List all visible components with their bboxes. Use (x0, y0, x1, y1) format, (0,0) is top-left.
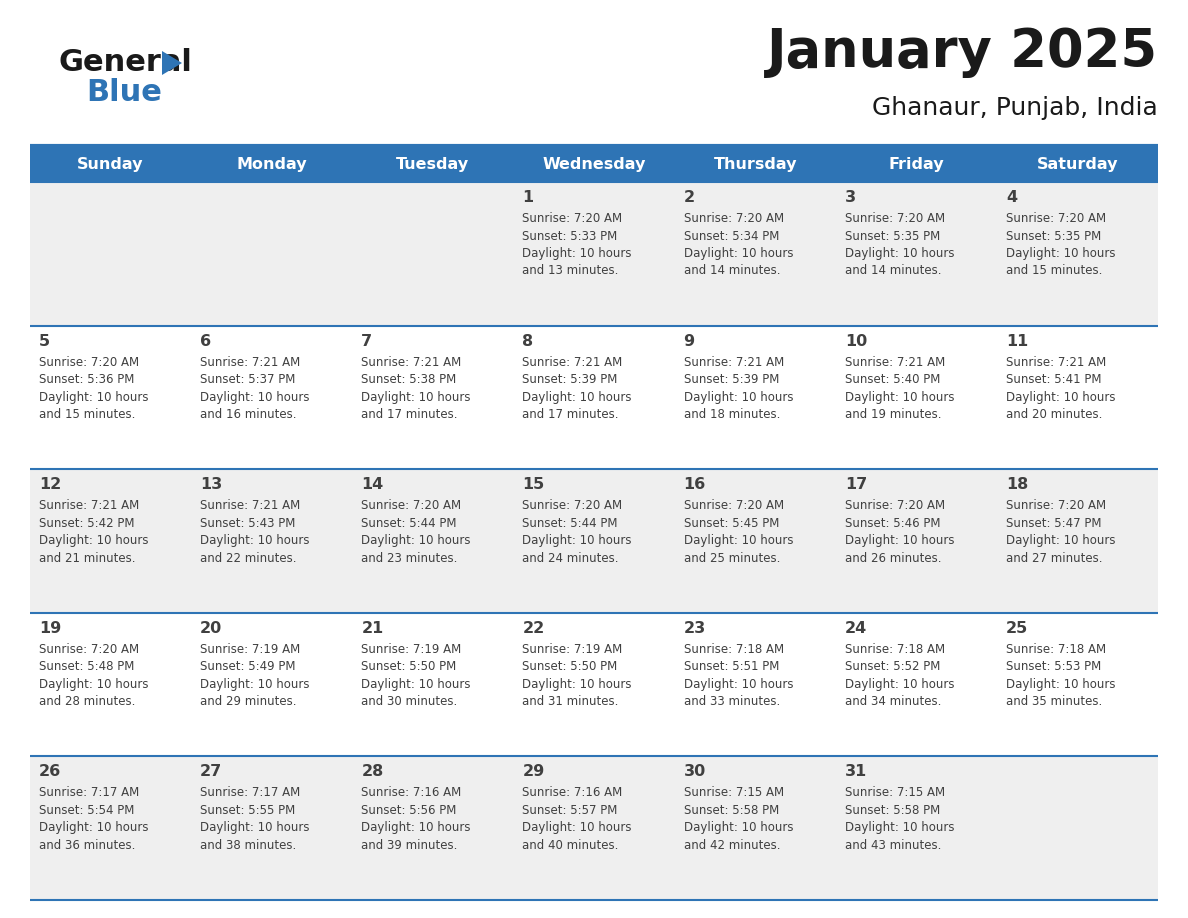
Text: 27: 27 (200, 765, 222, 779)
Text: Sunrise: 7:20 AM
Sunset: 5:45 PM
Daylight: 10 hours
and 25 minutes.: Sunrise: 7:20 AM Sunset: 5:45 PM Dayligh… (683, 499, 794, 565)
Text: 22: 22 (523, 621, 544, 636)
Text: 12: 12 (39, 477, 62, 492)
Text: 19: 19 (39, 621, 62, 636)
Text: 25: 25 (1006, 621, 1028, 636)
Text: Sunrise: 7:21 AM
Sunset: 5:40 PM
Daylight: 10 hours
and 19 minutes.: Sunrise: 7:21 AM Sunset: 5:40 PM Dayligh… (845, 355, 954, 421)
Text: Sunrise: 7:20 AM
Sunset: 5:35 PM
Daylight: 10 hours
and 14 minutes.: Sunrise: 7:20 AM Sunset: 5:35 PM Dayligh… (845, 212, 954, 277)
Bar (30, 326, 1158, 469)
Text: 20: 20 (200, 621, 222, 636)
Text: 4: 4 (1006, 190, 1017, 205)
Text: Sunrise: 7:20 AM
Sunset: 5:44 PM
Daylight: 10 hours
and 24 minutes.: Sunrise: 7:20 AM Sunset: 5:44 PM Dayligh… (523, 499, 632, 565)
Text: Ghanaur, Punjab, India: Ghanaur, Punjab, India (872, 96, 1158, 120)
Text: 17: 17 (845, 477, 867, 492)
Text: Sunrise: 7:21 AM
Sunset: 5:42 PM
Daylight: 10 hours
and 21 minutes.: Sunrise: 7:21 AM Sunset: 5:42 PM Dayligh… (39, 499, 148, 565)
Text: 18: 18 (1006, 477, 1028, 492)
Text: Thursday: Thursday (713, 158, 797, 173)
Text: Sunrise: 7:21 AM
Sunset: 5:41 PM
Daylight: 10 hours
and 20 minutes.: Sunrise: 7:21 AM Sunset: 5:41 PM Dayligh… (1006, 355, 1116, 421)
Text: Sunrise: 7:21 AM
Sunset: 5:37 PM
Daylight: 10 hours
and 16 minutes.: Sunrise: 7:21 AM Sunset: 5:37 PM Dayligh… (200, 355, 310, 421)
Bar (30, 469, 1158, 613)
Text: Sunrise: 7:20 AM
Sunset: 5:44 PM
Daylight: 10 hours
and 23 minutes.: Sunrise: 7:20 AM Sunset: 5:44 PM Dayligh… (361, 499, 470, 565)
Text: Sunrise: 7:17 AM
Sunset: 5:54 PM
Daylight: 10 hours
and 36 minutes.: Sunrise: 7:17 AM Sunset: 5:54 PM Dayligh… (39, 787, 148, 852)
Text: 7: 7 (361, 333, 372, 349)
Text: 2: 2 (683, 190, 695, 205)
Text: 11: 11 (1006, 333, 1028, 349)
Text: Blue: Blue (86, 78, 162, 107)
Text: Sunrise: 7:19 AM
Sunset: 5:49 PM
Daylight: 10 hours
and 29 minutes.: Sunrise: 7:19 AM Sunset: 5:49 PM Dayligh… (200, 643, 310, 709)
Text: Friday: Friday (889, 158, 944, 173)
Text: Monday: Monday (236, 158, 307, 173)
Text: 15: 15 (523, 477, 544, 492)
Text: Sunrise: 7:16 AM
Sunset: 5:56 PM
Daylight: 10 hours
and 39 minutes.: Sunrise: 7:16 AM Sunset: 5:56 PM Dayligh… (361, 787, 470, 852)
Text: Sunday: Sunday (77, 158, 144, 173)
Text: Sunrise: 7:16 AM
Sunset: 5:57 PM
Daylight: 10 hours
and 40 minutes.: Sunrise: 7:16 AM Sunset: 5:57 PM Dayligh… (523, 787, 632, 852)
Text: 3: 3 (845, 190, 855, 205)
Text: General: General (58, 48, 192, 77)
Text: Sunrise: 7:20 AM
Sunset: 5:48 PM
Daylight: 10 hours
and 28 minutes.: Sunrise: 7:20 AM Sunset: 5:48 PM Dayligh… (39, 643, 148, 709)
Text: Sunrise: 7:15 AM
Sunset: 5:58 PM
Daylight: 10 hours
and 42 minutes.: Sunrise: 7:15 AM Sunset: 5:58 PM Dayligh… (683, 787, 794, 852)
Text: Sunrise: 7:20 AM
Sunset: 5:34 PM
Daylight: 10 hours
and 14 minutes.: Sunrise: 7:20 AM Sunset: 5:34 PM Dayligh… (683, 212, 794, 277)
Text: 24: 24 (845, 621, 867, 636)
Bar (30, 148, 1158, 182)
Bar (30, 613, 1158, 756)
Text: January 2025: January 2025 (767, 26, 1158, 78)
Text: Sunrise: 7:17 AM
Sunset: 5:55 PM
Daylight: 10 hours
and 38 minutes.: Sunrise: 7:17 AM Sunset: 5:55 PM Dayligh… (200, 787, 310, 852)
Text: Sunrise: 7:21 AM
Sunset: 5:39 PM
Daylight: 10 hours
and 17 minutes.: Sunrise: 7:21 AM Sunset: 5:39 PM Dayligh… (523, 355, 632, 421)
Text: 13: 13 (200, 477, 222, 492)
Text: 9: 9 (683, 333, 695, 349)
Text: 16: 16 (683, 477, 706, 492)
Polygon shape (162, 51, 182, 75)
Text: Sunrise: 7:21 AM
Sunset: 5:39 PM
Daylight: 10 hours
and 18 minutes.: Sunrise: 7:21 AM Sunset: 5:39 PM Dayligh… (683, 355, 794, 421)
Text: Wednesday: Wednesday (542, 158, 646, 173)
Text: Sunrise: 7:20 AM
Sunset: 5:33 PM
Daylight: 10 hours
and 13 minutes.: Sunrise: 7:20 AM Sunset: 5:33 PM Dayligh… (523, 212, 632, 277)
Text: Saturday: Saturday (1037, 158, 1118, 173)
Text: 31: 31 (845, 765, 867, 779)
Text: 10: 10 (845, 333, 867, 349)
Text: 6: 6 (200, 333, 211, 349)
Text: 14: 14 (361, 477, 384, 492)
Text: Sunrise: 7:20 AM
Sunset: 5:35 PM
Daylight: 10 hours
and 15 minutes.: Sunrise: 7:20 AM Sunset: 5:35 PM Dayligh… (1006, 212, 1116, 277)
Text: Sunrise: 7:18 AM
Sunset: 5:52 PM
Daylight: 10 hours
and 34 minutes.: Sunrise: 7:18 AM Sunset: 5:52 PM Dayligh… (845, 643, 954, 709)
Text: 21: 21 (361, 621, 384, 636)
Text: Sunrise: 7:20 AM
Sunset: 5:47 PM
Daylight: 10 hours
and 27 minutes.: Sunrise: 7:20 AM Sunset: 5:47 PM Dayligh… (1006, 499, 1116, 565)
Text: Sunrise: 7:20 AM
Sunset: 5:46 PM
Daylight: 10 hours
and 26 minutes.: Sunrise: 7:20 AM Sunset: 5:46 PM Dayligh… (845, 499, 954, 565)
Text: 5: 5 (39, 333, 50, 349)
Text: 30: 30 (683, 765, 706, 779)
Text: 23: 23 (683, 621, 706, 636)
Text: 28: 28 (361, 765, 384, 779)
Text: Tuesday: Tuesday (397, 158, 469, 173)
Text: 26: 26 (39, 765, 62, 779)
Text: Sunrise: 7:21 AM
Sunset: 5:38 PM
Daylight: 10 hours
and 17 minutes.: Sunrise: 7:21 AM Sunset: 5:38 PM Dayligh… (361, 355, 470, 421)
Bar (30, 182, 1158, 326)
Text: Sunrise: 7:19 AM
Sunset: 5:50 PM
Daylight: 10 hours
and 30 minutes.: Sunrise: 7:19 AM Sunset: 5:50 PM Dayligh… (361, 643, 470, 709)
Text: Sunrise: 7:15 AM
Sunset: 5:58 PM
Daylight: 10 hours
and 43 minutes.: Sunrise: 7:15 AM Sunset: 5:58 PM Dayligh… (845, 787, 954, 852)
Text: 1: 1 (523, 190, 533, 205)
Text: 8: 8 (523, 333, 533, 349)
Text: Sunrise: 7:18 AM
Sunset: 5:51 PM
Daylight: 10 hours
and 33 minutes.: Sunrise: 7:18 AM Sunset: 5:51 PM Dayligh… (683, 643, 794, 709)
Text: Sunrise: 7:18 AM
Sunset: 5:53 PM
Daylight: 10 hours
and 35 minutes.: Sunrise: 7:18 AM Sunset: 5:53 PM Dayligh… (1006, 643, 1116, 709)
Text: Sunrise: 7:19 AM
Sunset: 5:50 PM
Daylight: 10 hours
and 31 minutes.: Sunrise: 7:19 AM Sunset: 5:50 PM Dayligh… (523, 643, 632, 709)
Text: 29: 29 (523, 765, 544, 779)
Text: Sunrise: 7:20 AM
Sunset: 5:36 PM
Daylight: 10 hours
and 15 minutes.: Sunrise: 7:20 AM Sunset: 5:36 PM Dayligh… (39, 355, 148, 421)
Bar (30, 756, 1158, 900)
Text: Sunrise: 7:21 AM
Sunset: 5:43 PM
Daylight: 10 hours
and 22 minutes.: Sunrise: 7:21 AM Sunset: 5:43 PM Dayligh… (200, 499, 310, 565)
